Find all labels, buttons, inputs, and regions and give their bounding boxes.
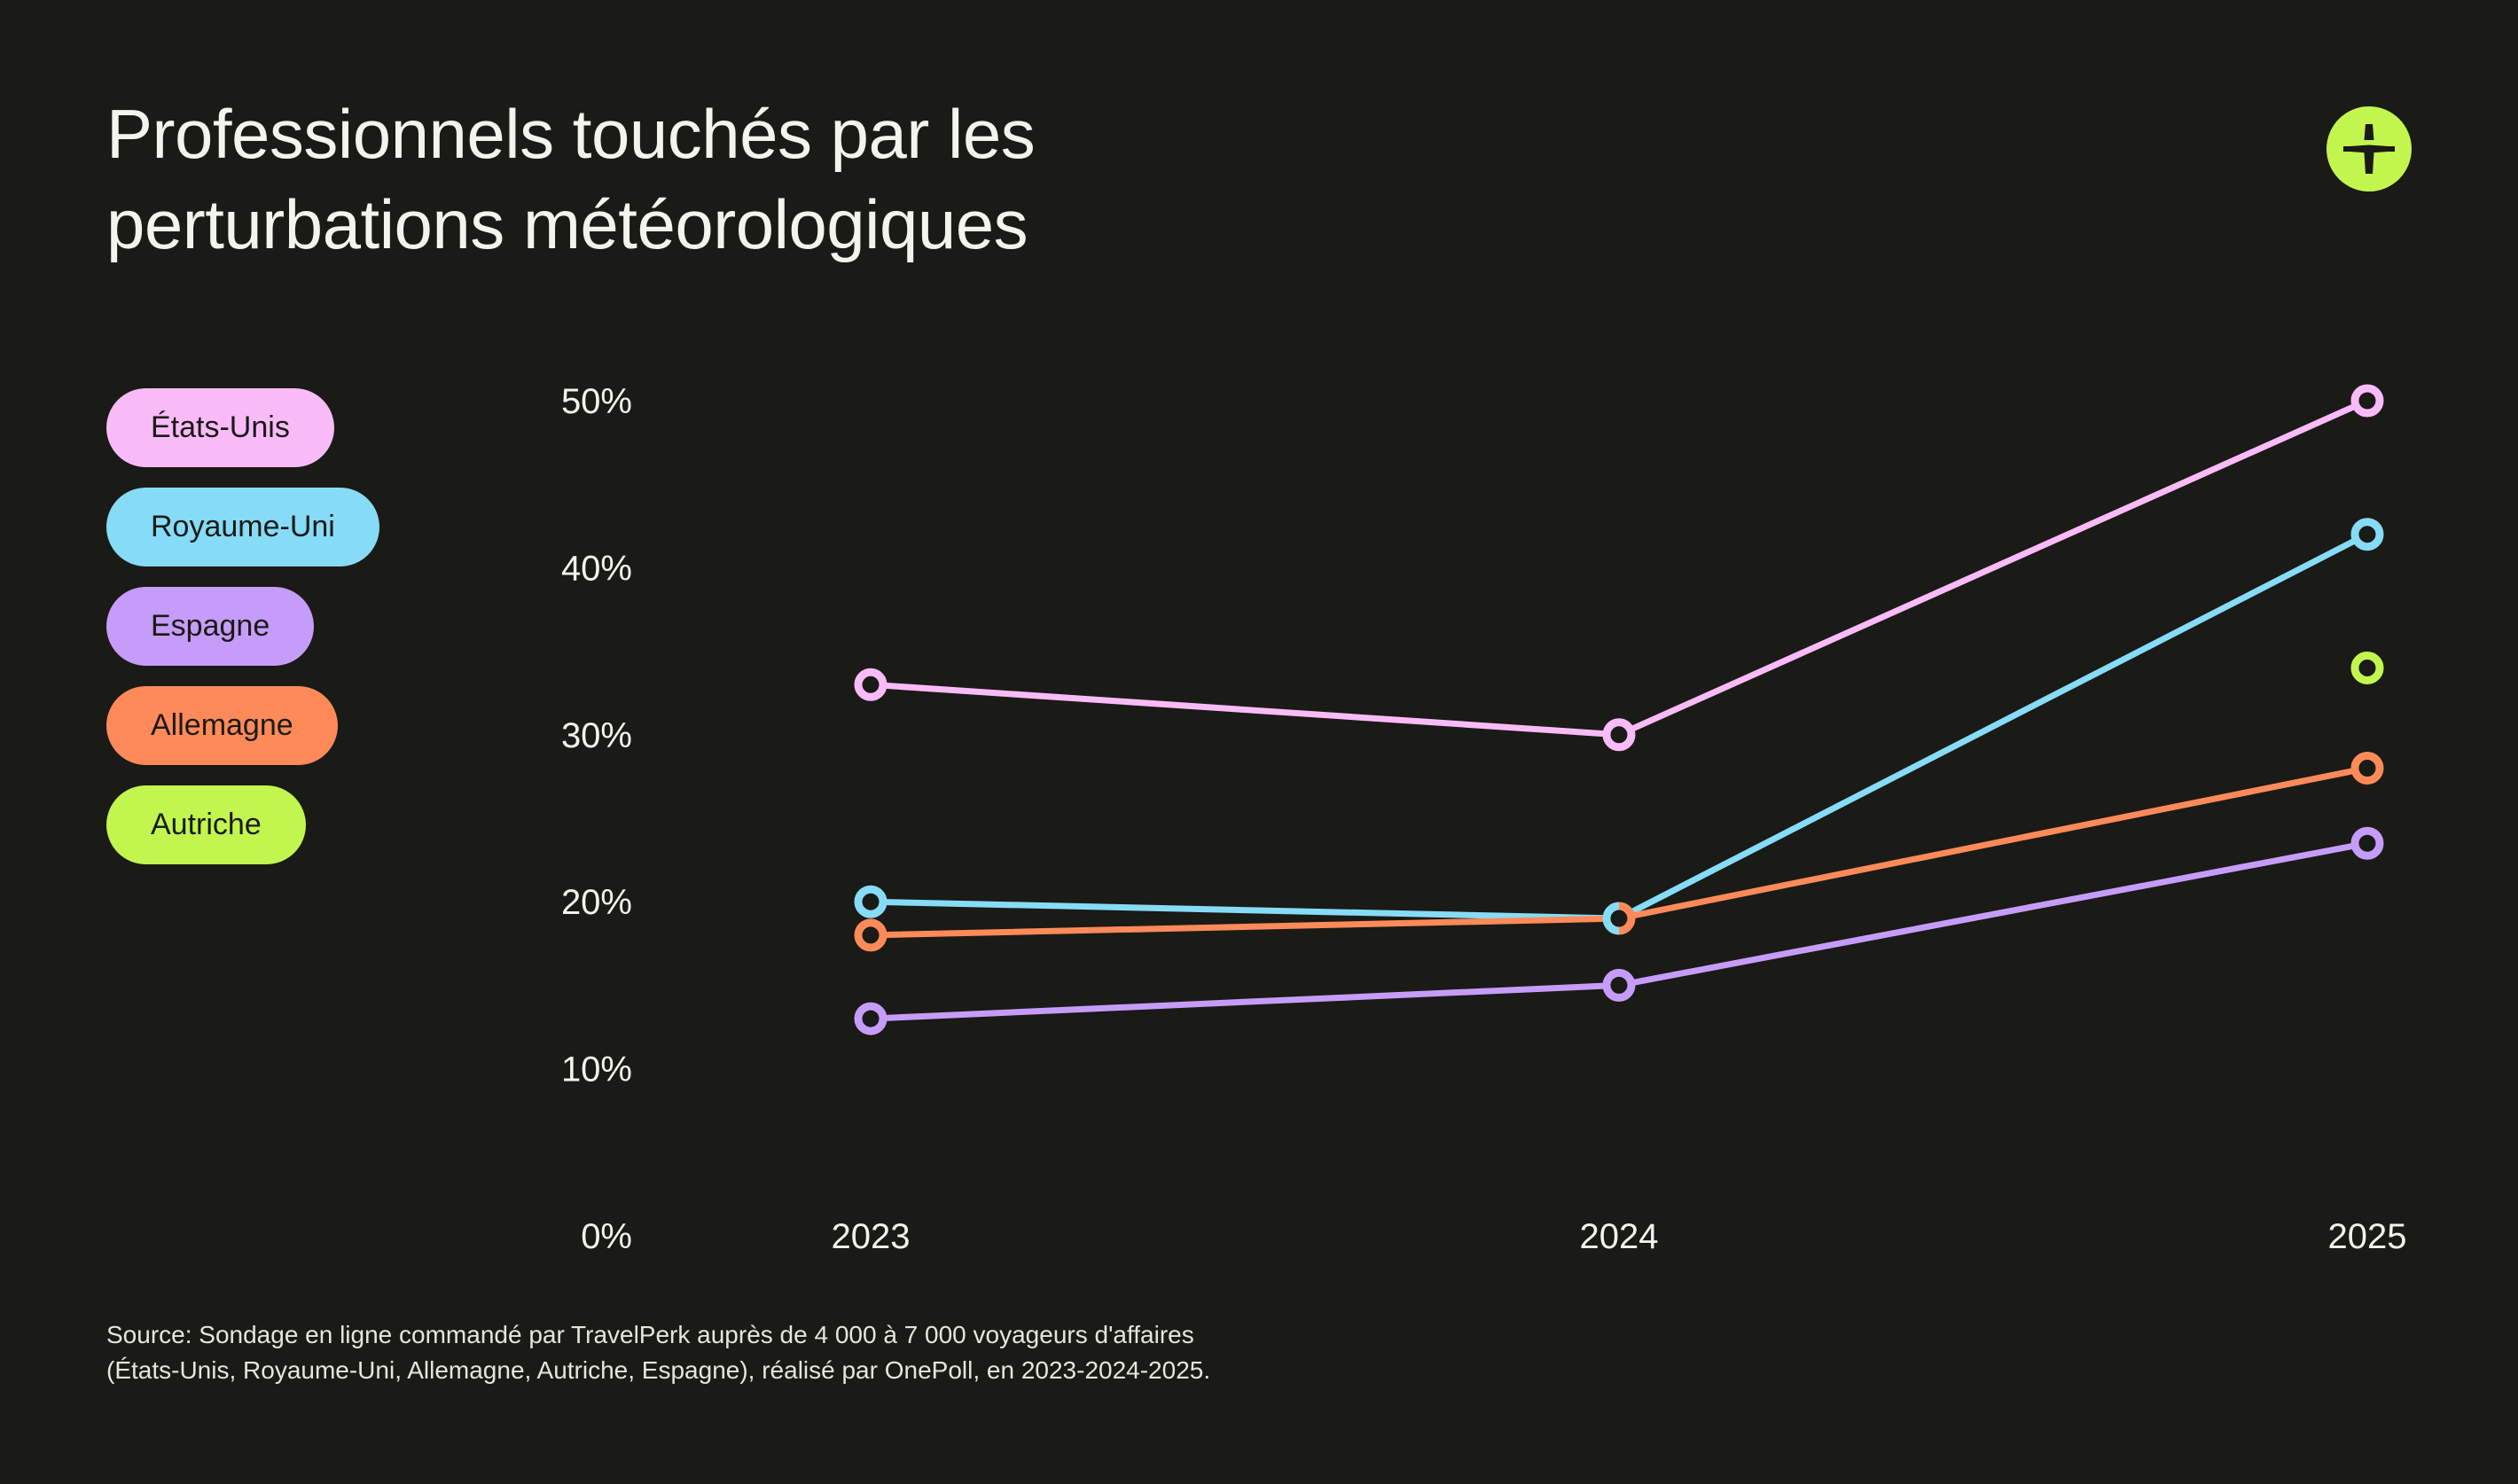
x-tick-label: 2025 [2328,1217,2407,1256]
data-point-espagne-2023 [854,1002,888,1035]
data-point-espagne-2024 [1602,968,1636,1002]
y-axis: 0% 10% 20% 30% 40% 50% [561,382,632,1256]
source-line-2: (États-Unis, Royaume-Uni, Allemagne, Aut… [106,1356,1211,1384]
y-tick-label: 50% [561,382,632,421]
data-point-allemagne-2025 [2350,751,2384,785]
legend-item-autriche[interactable]: Autriche [106,785,306,864]
y-tick-label: 10% [561,1051,632,1090]
y-tick-label: 30% [561,716,632,755]
chart-title: Professionnels touchés par les perturbat… [106,89,1436,269]
series-markers [854,384,2384,1035]
legend-label: Espagne [151,609,270,643]
legend: États-Unis Royaume-Uni Espagne Allemagne… [106,388,379,885]
data-point-espagne-2025 [2350,826,2384,860]
series-line--tats-unis [870,397,2369,738]
source-line-1: Source: Sondage en ligne commandé par Tr… [106,1321,1194,1348]
data-point-royaume-uni-2025 [2350,518,2384,551]
legend-item-allemagne[interactable]: Allemagne [106,686,338,765]
data-point-royaume-uni-2024 [1602,902,1620,935]
data-point-autriche-2025 [2350,651,2384,684]
y-tick-label: 0% [581,1217,632,1256]
legend-item-royaume-uni[interactable]: Royaume-Uni [106,488,379,566]
legend-item-etats-unis[interactable]: États-Unis [106,388,334,467]
travelperk-plus-icon [2326,106,2412,191]
data-point-allemagne-2023 [854,918,888,952]
x-axis: 2023 2024 2025 [832,1217,2407,1256]
data-point--tats-unis-2023 [854,668,888,701]
data-point-royaume-uni-2023 [854,885,888,918]
chart-title-line-2: perturbations météorologiques [106,185,1028,263]
legend-label: États-Unis [151,410,290,444]
y-tick-label: 40% [561,549,632,588]
legend-label: Royaume-Uni [151,510,335,543]
source-note: Source: Sondage en ligne commandé par Tr… [106,1317,1436,1388]
chart-title-line-1: Professionnels touchés par les [106,95,1036,173]
legend-label: Autriche [151,808,262,841]
data-point-allemagne-2024 [1618,902,1636,935]
x-tick-label: 2023 [832,1217,911,1256]
data-point--tats-unis-2024 [1602,718,1636,752]
data-point--tats-unis-2025 [2350,384,2384,418]
legend-label: Allemagne [151,708,293,742]
y-tick-label: 20% [561,883,632,922]
legend-item-espagne[interactable]: Espagne [106,587,315,666]
x-tick-label: 2024 [1580,1217,1659,1256]
